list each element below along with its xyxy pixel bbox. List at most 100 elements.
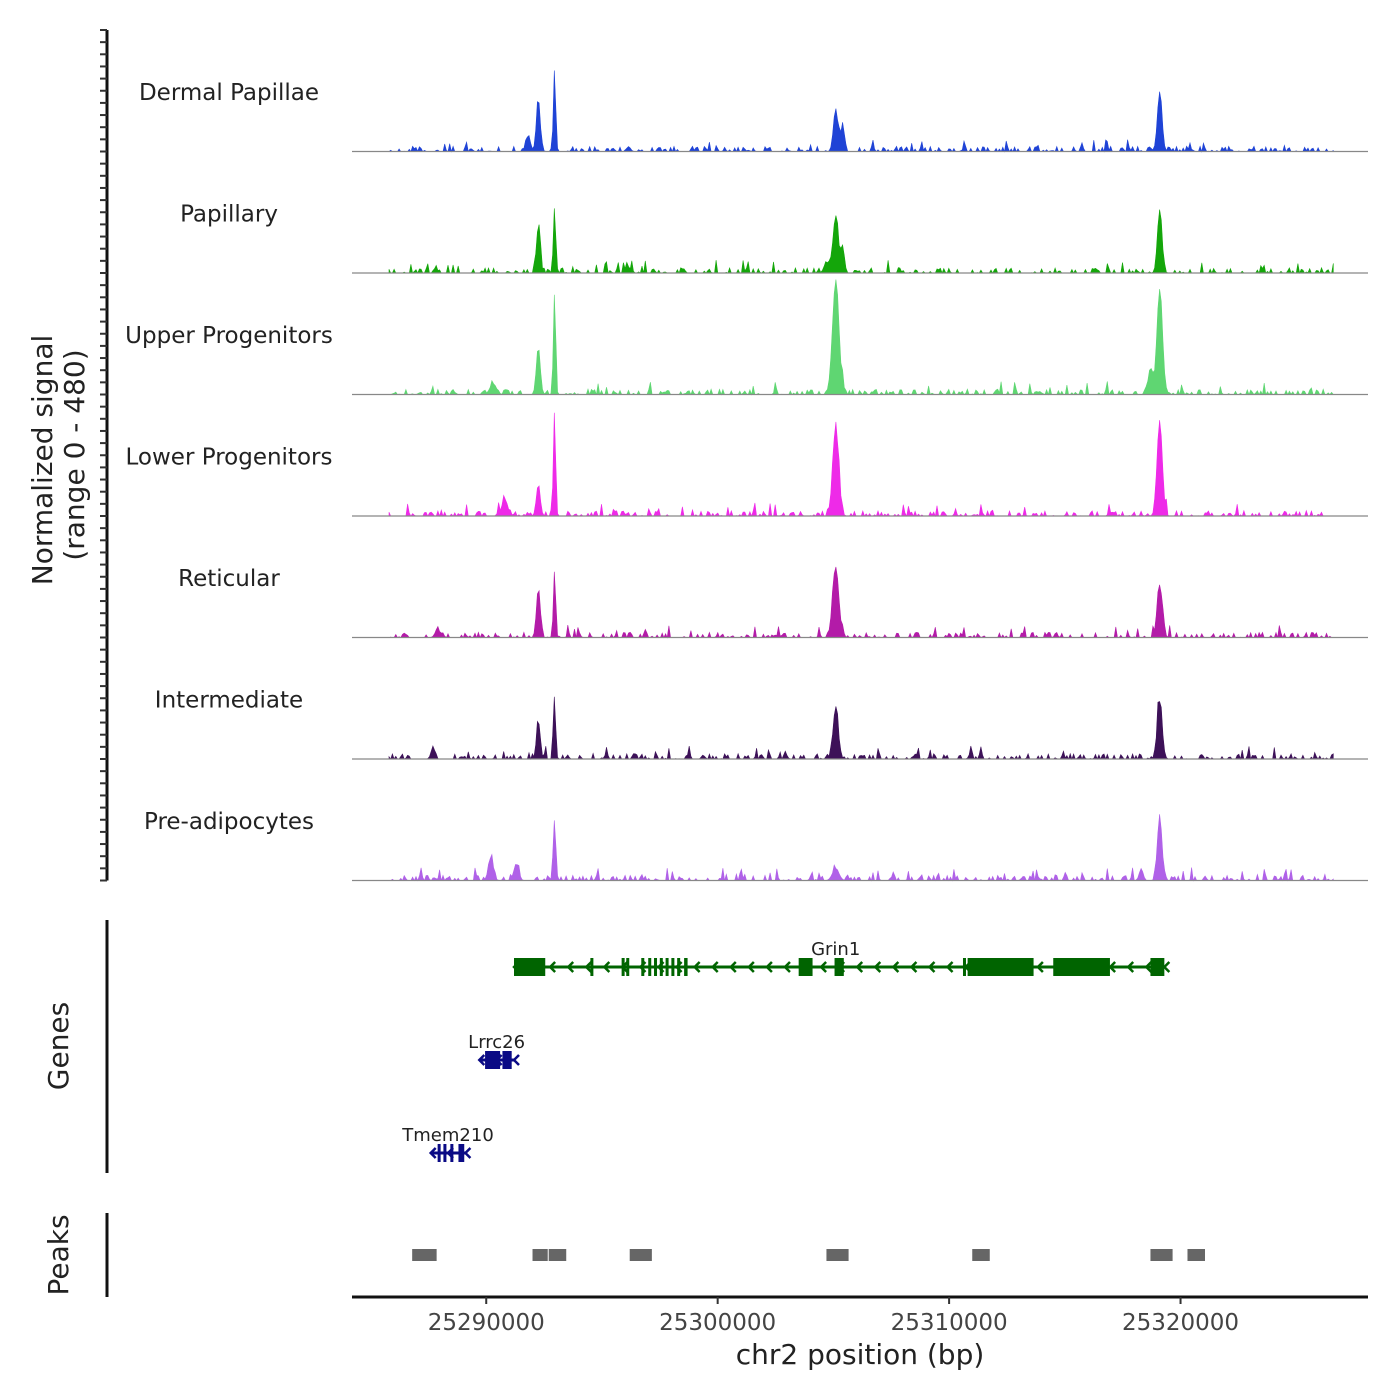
track-label: Reticular — [178, 566, 280, 592]
track-label: Dermal Papillae — [139, 80, 319, 106]
genes-panel: Grin1 Lrrc26 Tmem210 — [105, 920, 1171, 1173]
exon — [641, 958, 645, 976]
strand-arrow — [855, 961, 864, 973]
coverage-area — [389, 279, 1334, 396]
y-axis-title: Normalized signal — [26, 335, 59, 586]
strand-arrow — [602, 961, 611, 973]
coverage-area — [388, 566, 1334, 639]
exon — [626, 958, 630, 976]
strand-arrow — [1126, 961, 1135, 973]
peak-region — [548, 1249, 567, 1261]
exon — [443, 1144, 447, 1162]
track-label: Intermediate — [155, 688, 303, 714]
exon — [654, 958, 658, 976]
strand-arrow — [1162, 961, 1171, 973]
track-papillary: Papillary — [180, 202, 1368, 275]
strand-arrow — [428, 1147, 437, 1159]
coverage-area — [388, 412, 1334, 518]
exon — [834, 958, 844, 976]
y-axis-range: (range 0 - 480) — [58, 349, 91, 560]
exon — [962, 958, 966, 976]
peak-region — [532, 1249, 548, 1261]
signal-y-axis — [100, 29, 109, 882]
strand-arrow — [747, 961, 755, 973]
exon — [671, 958, 675, 976]
peaks-track-label: Peaks — [42, 1214, 75, 1295]
peak-region — [972, 1249, 990, 1261]
gene-label: Grin1 — [811, 939, 860, 960]
exon — [677, 958, 681, 976]
x-tick-label: 25320000 — [1122, 1310, 1239, 1336]
strand-arrow — [927, 961, 936, 973]
track-label: Upper Progenitors — [125, 323, 333, 349]
exon — [450, 1144, 454, 1162]
coverage-tracks: Dermal Papillae Papillary Upper Progenitor… — [125, 70, 1368, 882]
exon — [514, 958, 546, 976]
strand-arrow — [1144, 961, 1153, 973]
coverage-area — [388, 70, 1334, 153]
peaks-panel — [105, 1213, 1205, 1297]
strand-arrow — [566, 961, 575, 973]
peak-region — [629, 1249, 652, 1261]
strand-arrow — [873, 961, 882, 973]
exon — [659, 958, 663, 976]
exon — [458, 1144, 465, 1162]
strand-arrow — [512, 1054, 520, 1066]
track-pre-adipocytes: Pre-adipocytes — [144, 809, 1368, 882]
strand-arrow — [819, 961, 827, 973]
strand-arrow — [945, 961, 954, 973]
coverage-area — [389, 814, 1334, 882]
x-axis-title: chr2 position (bp) — [736, 1338, 985, 1371]
gene-tmem210: Tmem210 — [401, 1125, 494, 1162]
exon — [1150, 958, 1165, 976]
exon — [798, 958, 813, 976]
gene-label: Lrrc26 — [468, 1032, 525, 1053]
strand-arrow — [909, 961, 918, 973]
peak-region — [1187, 1249, 1205, 1261]
x-tick-label: 25290000 — [428, 1310, 545, 1336]
track-lower-progenitors: Lower Progenitors — [126, 412, 1368, 518]
exon — [485, 1051, 501, 1069]
strand-arrow — [584, 961, 593, 973]
exon — [621, 958, 625, 976]
gene-grin1: Grin1 — [512, 939, 1171, 976]
track-label: Papillary — [180, 202, 278, 228]
strand-arrow — [729, 961, 737, 973]
gene-label: Tmem210 — [401, 1125, 494, 1146]
genes-track-label: Genes — [42, 1002, 75, 1090]
peak-region — [826, 1249, 849, 1261]
gene-lrrc26: Lrrc26 — [468, 1032, 525, 1069]
position-x-axis: 25290000 25300000 25310000 25320000 — [352, 1295, 1368, 1336]
track-reticular: Reticular — [178, 566, 1368, 639]
strand-arrow — [692, 961, 701, 973]
track-upper-progenitors: Upper Progenitors — [125, 279, 1368, 396]
exon — [967, 958, 1034, 976]
track-intermediate: Intermediate — [155, 688, 1368, 761]
track-dermal-papillae: Dermal Papillae — [139, 70, 1368, 153]
exon — [502, 1051, 512, 1069]
strand-arrow — [463, 1147, 472, 1159]
exon — [648, 958, 652, 976]
strand-arrow — [783, 961, 791, 973]
strand-arrow — [477, 1054, 486, 1066]
strand-arrow — [710, 961, 719, 973]
exon — [437, 1144, 441, 1162]
strand-arrow — [1036, 961, 1044, 973]
peak-region — [1150, 1249, 1173, 1261]
exon — [665, 958, 669, 976]
exon — [684, 958, 688, 976]
strand-arrow — [1108, 961, 1117, 973]
x-tick-label: 25300000 — [659, 1310, 776, 1336]
strand-arrow — [765, 961, 773, 973]
track-label: Lower Progenitors — [126, 445, 333, 471]
peak-region — [412, 1249, 437, 1261]
coverage-area — [388, 696, 1334, 761]
track-label: Pre-adipocytes — [144, 809, 314, 835]
exon — [590, 958, 594, 976]
strand-arrow — [891, 961, 900, 973]
coverage-area — [388, 208, 1334, 275]
exon — [1053, 958, 1110, 976]
strand-arrow — [548, 961, 557, 973]
x-tick-label: 25310000 — [891, 1310, 1008, 1336]
